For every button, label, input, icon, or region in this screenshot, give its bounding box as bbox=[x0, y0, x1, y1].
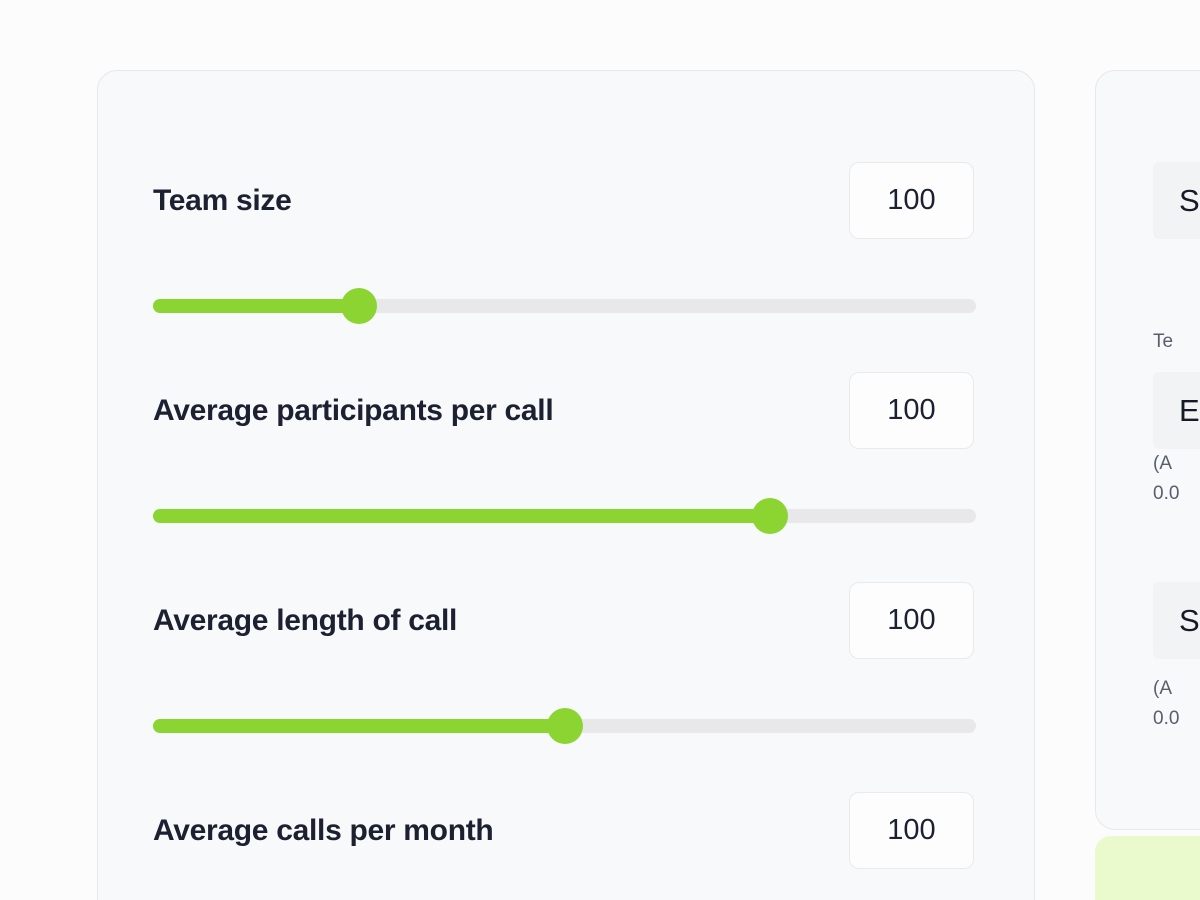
summary-section-text: 0.0 bbox=[1153, 708, 1180, 729]
slider-fill bbox=[153, 509, 771, 523]
calls-per-month-value-input[interactable]: 100 bbox=[849, 792, 974, 869]
summary-section-text: (A bbox=[1153, 678, 1172, 699]
calculator-row-call-length: Average length of call 100 bbox=[153, 582, 974, 659]
team-size-label: Team size bbox=[153, 183, 292, 217]
team-size-value-input[interactable]: 100 bbox=[849, 162, 974, 239]
summary-section-text: 0.0 bbox=[1153, 483, 1180, 504]
participants-value-input[interactable]: 100 bbox=[849, 372, 974, 449]
summary-card: S Te E (A 0.0 S (A 0.0 bbox=[1095, 70, 1200, 830]
summary-section-heading: S bbox=[1153, 582, 1200, 659]
calculator-row-team-size: Team size 100 bbox=[153, 162, 974, 239]
slider-thumb[interactable] bbox=[340, 288, 377, 324]
highlight-panel bbox=[1095, 836, 1200, 900]
team-size-slider[interactable] bbox=[153, 288, 976, 324]
slider-fill bbox=[153, 299, 359, 313]
calculator-card: Team size 100 Average participants per c… bbox=[97, 70, 1035, 900]
calls-per-month-label: Average calls per month bbox=[153, 813, 494, 847]
participants-label: Average participants per call bbox=[153, 393, 554, 427]
slider-thumb[interactable] bbox=[546, 708, 583, 744]
summary-section-text: (A bbox=[1153, 453, 1172, 474]
summary-section-text: Te bbox=[1153, 331, 1174, 352]
slider-fill bbox=[153, 719, 565, 733]
participants-slider[interactable] bbox=[153, 498, 976, 534]
summary-section-heading: S bbox=[1153, 162, 1200, 239]
call-length-slider[interactable] bbox=[153, 708, 976, 744]
call-length-value-input[interactable]: 100 bbox=[849, 582, 974, 659]
summary-section-heading: E bbox=[1153, 372, 1200, 449]
slider-thumb[interactable] bbox=[752, 498, 789, 534]
calculator-row-participants: Average participants per call 100 bbox=[153, 372, 974, 449]
calculator-row-calls-per-month: Average calls per month 100 bbox=[153, 792, 974, 869]
call-length-label: Average length of call bbox=[153, 603, 458, 637]
